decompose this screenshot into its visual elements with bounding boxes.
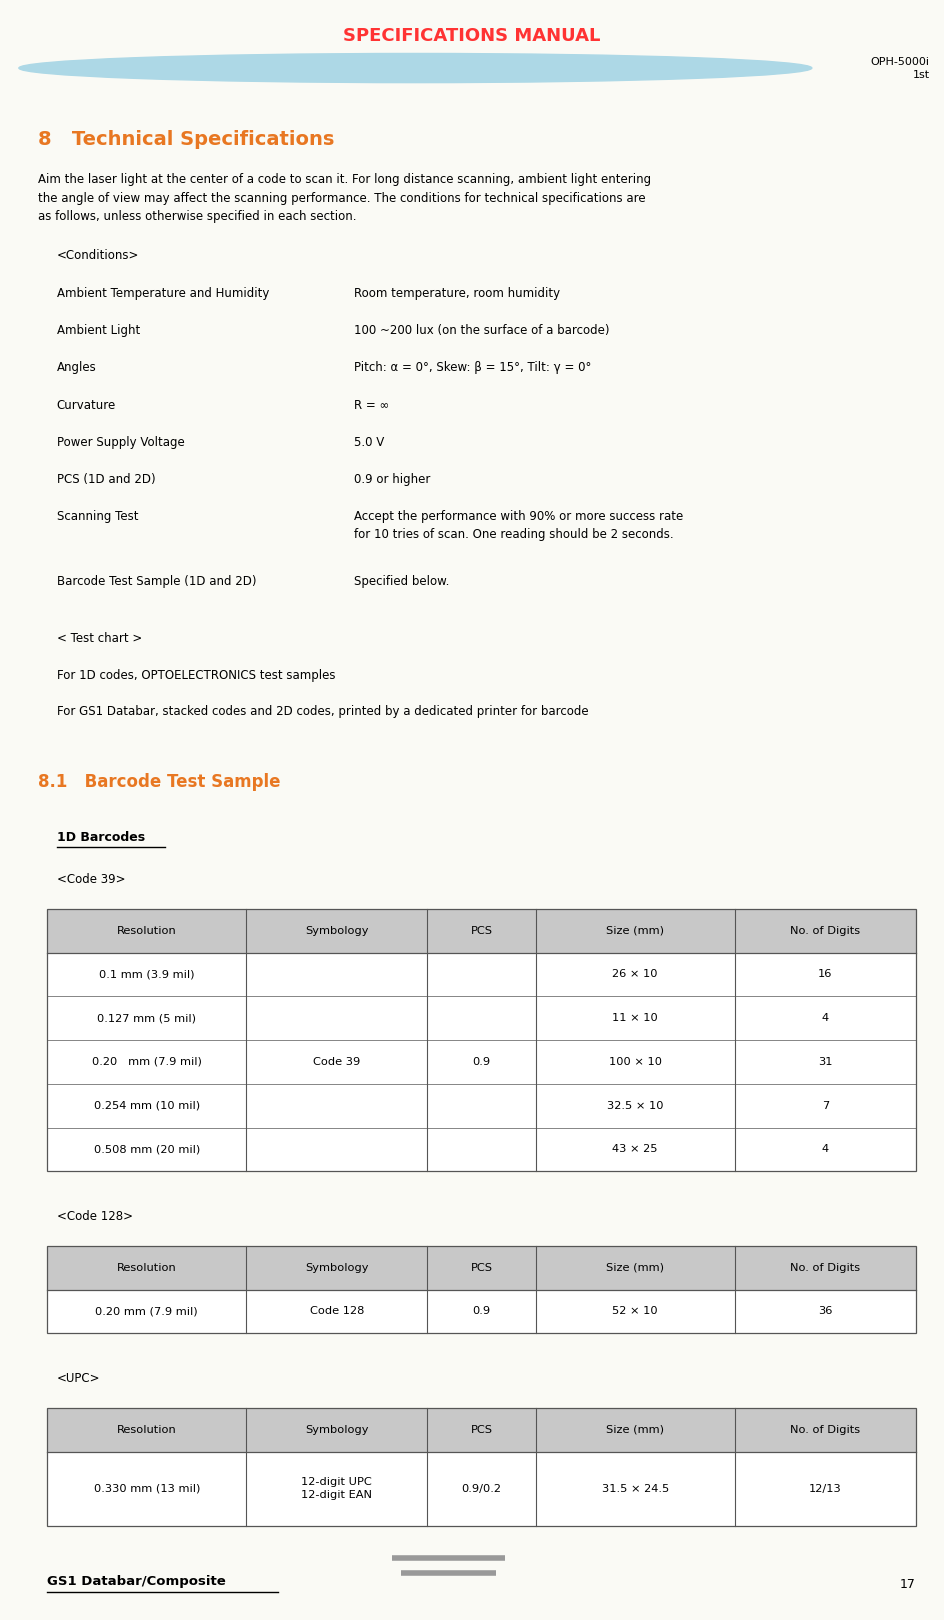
Text: PCS: PCS bbox=[470, 1424, 493, 1435]
Text: Code 39: Code 39 bbox=[313, 1056, 361, 1068]
Text: 7: 7 bbox=[821, 1100, 829, 1111]
Bar bbox=[47, 1128, 916, 1171]
Text: Resolution: Resolution bbox=[117, 1424, 177, 1435]
Text: 12-digit UPC
12-digit EAN: 12-digit UPC 12-digit EAN bbox=[301, 1477, 372, 1500]
Text: 52 × 10: 52 × 10 bbox=[613, 1306, 658, 1317]
Text: 16: 16 bbox=[818, 969, 833, 980]
Bar bbox=[47, 953, 916, 996]
Bar bbox=[47, 1408, 916, 1526]
Text: Curvature: Curvature bbox=[57, 399, 116, 411]
Text: 31.5 × 24.5: 31.5 × 24.5 bbox=[601, 1484, 669, 1494]
Text: 0.9: 0.9 bbox=[472, 1306, 491, 1317]
Text: 8   Technical Specifications: 8 Technical Specifications bbox=[38, 130, 334, 149]
Bar bbox=[47, 1290, 916, 1333]
Text: Size (mm): Size (mm) bbox=[606, 1424, 665, 1435]
Text: 36: 36 bbox=[818, 1306, 833, 1317]
Text: 0.9/0.2: 0.9/0.2 bbox=[462, 1484, 501, 1494]
Text: No. of Digits: No. of Digits bbox=[790, 1424, 860, 1435]
Text: Symbology: Symbology bbox=[305, 1424, 368, 1435]
Text: <Code 39>: <Code 39> bbox=[57, 873, 126, 886]
Text: For 1D codes, OPTOELECTRONICS test samples: For 1D codes, OPTOELECTRONICS test sampl… bbox=[57, 669, 335, 682]
Text: Ambient Light: Ambient Light bbox=[57, 324, 140, 337]
Text: Size (mm): Size (mm) bbox=[606, 1262, 665, 1273]
Bar bbox=[47, 909, 916, 953]
Text: No. of Digits: No. of Digits bbox=[790, 925, 860, 936]
Text: 0.508 mm (20 mil): 0.508 mm (20 mil) bbox=[93, 1144, 200, 1155]
Text: 8.1   Barcode Test Sample: 8.1 Barcode Test Sample bbox=[38, 773, 280, 791]
Text: Resolution: Resolution bbox=[117, 1262, 177, 1273]
Text: 0.20 mm (7.9 mil): 0.20 mm (7.9 mil) bbox=[95, 1306, 198, 1317]
Bar bbox=[47, 996, 916, 1040]
Bar bbox=[47, 1084, 916, 1128]
Text: < Test chart >: < Test chart > bbox=[57, 632, 142, 645]
Text: 11 × 10: 11 × 10 bbox=[613, 1012, 658, 1024]
Text: OPH-5000i
1st: OPH-5000i 1st bbox=[870, 57, 930, 79]
Text: No. of Digits: No. of Digits bbox=[790, 1262, 860, 1273]
Text: PCS (1D and 2D): PCS (1D and 2D) bbox=[57, 473, 155, 486]
Text: 4: 4 bbox=[821, 1144, 829, 1155]
Text: 12/13: 12/13 bbox=[809, 1484, 842, 1494]
Bar bbox=[47, 1040, 916, 1084]
Text: SPECIFICATIONS MANUAL: SPECIFICATIONS MANUAL bbox=[344, 26, 600, 45]
Text: Specified below.: Specified below. bbox=[354, 575, 449, 588]
Text: <Conditions>: <Conditions> bbox=[57, 249, 139, 262]
Text: 0.254 mm (10 mil): 0.254 mm (10 mil) bbox=[93, 1100, 200, 1111]
Text: <Code 128>: <Code 128> bbox=[57, 1210, 133, 1223]
Text: Room temperature, room humidity: Room temperature, room humidity bbox=[354, 287, 560, 300]
Text: For GS1 Databar, stacked codes and 2D codes, printed by a dedicated printer for : For GS1 Databar, stacked codes and 2D co… bbox=[57, 705, 588, 718]
Text: Aim the laser light at the center of a code to scan it. For long distance scanni: Aim the laser light at the center of a c… bbox=[38, 173, 650, 224]
Text: Power Supply Voltage: Power Supply Voltage bbox=[57, 436, 184, 449]
Text: 31: 31 bbox=[818, 1056, 833, 1068]
Text: Resolution: Resolution bbox=[117, 925, 177, 936]
Text: Symbology: Symbology bbox=[305, 925, 368, 936]
Text: Pitch: α = 0°, Skew: β = 15°, Tilt: γ = 0°: Pitch: α = 0°, Skew: β = 15°, Tilt: γ = … bbox=[354, 361, 591, 374]
Bar bbox=[47, 1452, 916, 1526]
Text: 100 ~200 lux (on the surface of a barcode): 100 ~200 lux (on the surface of a barcod… bbox=[354, 324, 610, 337]
Bar bbox=[47, 1408, 916, 1452]
Text: Size (mm): Size (mm) bbox=[606, 925, 665, 936]
Text: Barcode Test Sample (1D and 2D): Barcode Test Sample (1D and 2D) bbox=[57, 575, 256, 588]
Ellipse shape bbox=[19, 53, 812, 83]
Text: 0.9 or higher: 0.9 or higher bbox=[354, 473, 430, 486]
Text: 0.330 mm (13 mil): 0.330 mm (13 mil) bbox=[93, 1484, 200, 1494]
Bar bbox=[47, 909, 916, 1171]
Text: 4: 4 bbox=[821, 1012, 829, 1024]
Bar bbox=[47, 1246, 916, 1290]
Bar bbox=[47, 1246, 916, 1333]
Text: 5.0 V: 5.0 V bbox=[354, 436, 384, 449]
Text: Accept the performance with 90% or more success rate
for 10 tries of scan. One r: Accept the performance with 90% or more … bbox=[354, 510, 683, 541]
Text: PCS: PCS bbox=[470, 1262, 493, 1273]
Text: 32.5 × 10: 32.5 × 10 bbox=[607, 1100, 664, 1111]
Text: 1D Barcodes: 1D Barcodes bbox=[57, 831, 144, 844]
Text: Symbology: Symbology bbox=[305, 1262, 368, 1273]
Text: 26 × 10: 26 × 10 bbox=[613, 969, 658, 980]
Text: 0.127 mm (5 mil): 0.127 mm (5 mil) bbox=[97, 1012, 196, 1024]
Text: PCS: PCS bbox=[470, 925, 493, 936]
Text: <UPC>: <UPC> bbox=[57, 1372, 100, 1385]
Text: 0.1 mm (3.9 mil): 0.1 mm (3.9 mil) bbox=[99, 969, 194, 980]
Text: 100 × 10: 100 × 10 bbox=[609, 1056, 662, 1068]
Text: Code 128: Code 128 bbox=[310, 1306, 363, 1317]
Text: 43 × 25: 43 × 25 bbox=[613, 1144, 658, 1155]
Text: GS1 Databar/Composite: GS1 Databar/Composite bbox=[47, 1575, 226, 1588]
Text: Ambient Temperature and Humidity: Ambient Temperature and Humidity bbox=[57, 287, 269, 300]
Text: Angles: Angles bbox=[57, 361, 96, 374]
Text: R = ∞: R = ∞ bbox=[354, 399, 389, 411]
Text: 17: 17 bbox=[900, 1578, 916, 1591]
Text: 0.20   mm (7.9 mil): 0.20 mm (7.9 mil) bbox=[92, 1056, 202, 1068]
Text: 0.9: 0.9 bbox=[472, 1056, 491, 1068]
Text: Scanning Test: Scanning Test bbox=[57, 510, 138, 523]
